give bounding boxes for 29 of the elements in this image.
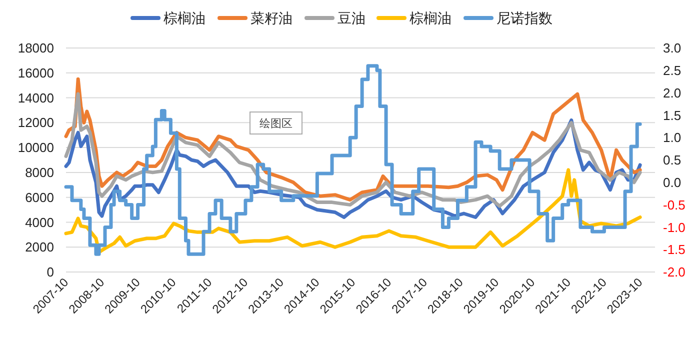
legend-label: 尼诺指数 bbox=[496, 10, 552, 26]
y2-tick-label: -2.0 bbox=[663, 264, 686, 280]
legend-label: 棕榈油 bbox=[410, 10, 452, 26]
y-tick-label: 18000 bbox=[18, 40, 54, 56]
y2-tick-label: 1.0 bbox=[663, 130, 682, 146]
y2-tick-label: 1.5 bbox=[663, 108, 682, 123]
legend-label: 豆油 bbox=[338, 10, 366, 26]
y2-tick-label: -1.5 bbox=[663, 242, 686, 258]
y-tick-label: 14000 bbox=[18, 90, 54, 106]
y2-tick-label: 0.5 bbox=[663, 152, 682, 168]
y2-tick-label: 2.5 bbox=[663, 62, 682, 78]
y-tick-label: 8000 bbox=[25, 164, 54, 180]
y2-tick-label: -1.0 bbox=[663, 220, 686, 235]
y-tick-label: 16000 bbox=[18, 65, 54, 80]
y-tick-label: 10000 bbox=[18, 140, 54, 156]
legend-label: 菜籽油 bbox=[250, 10, 292, 26]
y-tick-label: 2000 bbox=[25, 240, 54, 255]
annotation: 绘图区 bbox=[260, 118, 292, 130]
y2-tick-label: 0.0 bbox=[663, 174, 682, 190]
y-tick-label: 4000 bbox=[25, 214, 54, 230]
legend-label: 棕榈油 bbox=[164, 10, 206, 26]
y-tick-label: 12000 bbox=[18, 115, 54, 130]
y2-tick-label: 3.0 bbox=[663, 40, 682, 56]
line-series bbox=[64, 92, 642, 208]
y-tick-label: 0 bbox=[46, 264, 54, 280]
y2-tick-label: 2.0 bbox=[663, 85, 682, 100]
line-series bbox=[64, 168, 642, 254]
y-tick-label: 6000 bbox=[25, 190, 54, 205]
y2-tick-label: -0.5 bbox=[663, 197, 686, 212]
